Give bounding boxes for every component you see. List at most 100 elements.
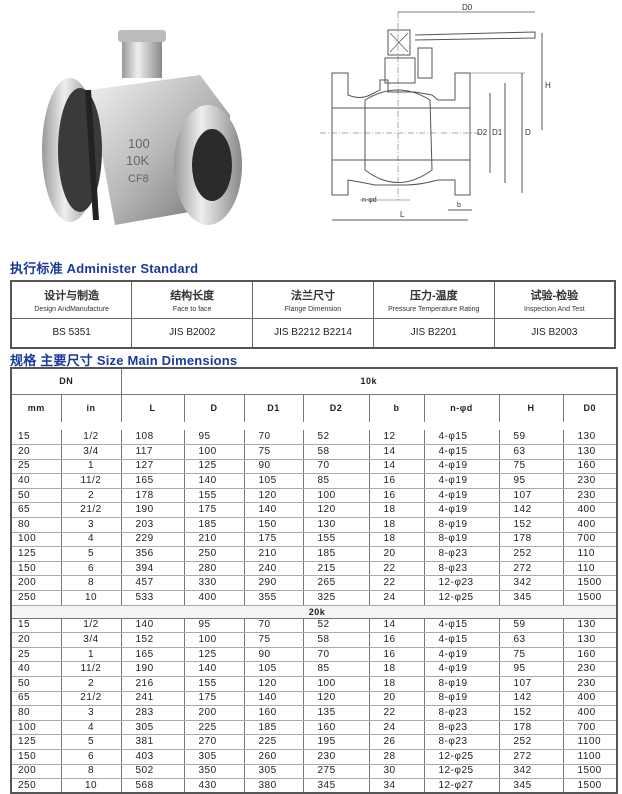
table-cell: 14 bbox=[368, 444, 424, 460]
table-cell: 52 bbox=[302, 618, 369, 634]
column-header: mm bbox=[10, 394, 61, 422]
table-cell: 65 bbox=[10, 502, 61, 519]
table-cell: 108 bbox=[120, 430, 184, 446]
table-cell: 305 bbox=[183, 749, 244, 765]
table-cell: 3/4 bbox=[60, 444, 121, 460]
table-cell: 95 bbox=[183, 430, 244, 446]
table-cell: 210 bbox=[243, 546, 303, 562]
dim-label-l: L bbox=[400, 210, 405, 219]
table-cell: 12-φ25 bbox=[423, 764, 499, 780]
table-cell: 215 bbox=[302, 561, 369, 577]
table-cell: 107 bbox=[498, 676, 563, 692]
table-cell: 85 bbox=[302, 473, 369, 489]
table-cell: 100 bbox=[10, 720, 61, 736]
table-cell: 356 bbox=[120, 546, 184, 562]
table-cell: 175 bbox=[183, 502, 244, 519]
table-cell: 25 bbox=[10, 647, 61, 663]
table-cell: 100 bbox=[183, 632, 244, 648]
table-cell: 5 bbox=[60, 734, 121, 750]
table-cell: 12-φ27 bbox=[423, 778, 499, 794]
table-cell: 110 bbox=[562, 561, 618, 577]
table-cell: 6 bbox=[60, 561, 121, 577]
table-cell: 8-φ19 bbox=[423, 691, 499, 707]
table-cell: 8-φ19 bbox=[423, 517, 499, 533]
table-cell: 20 bbox=[10, 632, 61, 648]
table-cell: 59 bbox=[498, 430, 563, 446]
table-cell: 230 bbox=[562, 676, 618, 692]
table-cell: 8 bbox=[60, 764, 121, 780]
table-cell: 250 bbox=[10, 778, 61, 794]
table-cell: 12-φ25 bbox=[423, 749, 499, 765]
table-cell: 342 bbox=[498, 575, 563, 592]
table-cell: 152 bbox=[120, 632, 184, 648]
table-row: 40 11/2 190 140 105 85 18 4-φ19 95 230 bbox=[10, 661, 618, 677]
table-row: 80 3 283 200 160 135 22 8-φ23 152 400 bbox=[10, 705, 618, 721]
table-cell: 185 bbox=[183, 517, 244, 533]
table-cell: 10 bbox=[60, 590, 121, 606]
table-cell: 12 bbox=[368, 430, 424, 446]
table-cell: 270 bbox=[183, 734, 244, 750]
table-cell: 52 bbox=[302, 430, 369, 446]
table-row: 150 6 394 280 240 215 22 8-φ23 272 110 bbox=[10, 561, 618, 577]
table-cell: 280 bbox=[183, 561, 244, 577]
table-row: 50 2 216 155 120 100 18 8-φ19 107 230 bbox=[10, 676, 618, 692]
table-cell: 24 bbox=[368, 720, 424, 736]
standard-section-title: 执行标准 Administer Standard bbox=[10, 261, 199, 276]
table-cell: 65 bbox=[10, 691, 61, 707]
table-cell: 18 bbox=[368, 517, 424, 533]
table-cell: 70 bbox=[302, 647, 369, 663]
table-cell: 8-φ23 bbox=[423, 734, 499, 750]
table-row: 80 3 203 185 150 130 18 8-φ19 152 400 bbox=[10, 517, 618, 533]
standard-header-en: Pressure Temperature Rating bbox=[388, 305, 480, 313]
table-cell: 120 bbox=[243, 488, 303, 504]
table-row: 50 2 178 155 120 100 16 4-φ19 107 230 bbox=[10, 488, 618, 504]
table-cell: 155 bbox=[183, 676, 244, 692]
table-cell: 22 bbox=[368, 575, 424, 592]
table-cell: 11/2 bbox=[60, 661, 121, 677]
table-cell: 230 bbox=[562, 661, 618, 677]
table-cell: 40 bbox=[10, 473, 61, 489]
table-cell: 120 bbox=[302, 691, 369, 707]
table-row: 250 10 568 430 380 345 34 12-φ27 345 1500 bbox=[10, 778, 618, 794]
table-cell: 1500 bbox=[562, 575, 618, 592]
table-cell: 160 bbox=[243, 705, 303, 721]
table-cell: 140 bbox=[120, 618, 184, 634]
column-header: H bbox=[498, 394, 563, 422]
table-cell: 178 bbox=[120, 488, 184, 504]
table-cell: 225 bbox=[243, 734, 303, 750]
table-cell: 90 bbox=[243, 459, 303, 475]
body-marking: 10K bbox=[126, 153, 149, 168]
table-cell: 75 bbox=[243, 444, 303, 460]
dn-header: DN bbox=[10, 368, 121, 395]
table-cell: 305 bbox=[243, 764, 303, 780]
table-cell: 275 bbox=[302, 764, 369, 780]
table-cell: 20 bbox=[368, 546, 424, 562]
valve-dimension-drawing: D0 D D1 D2 H n-φd b L bbox=[320, 3, 551, 221]
table-cell: 155 bbox=[302, 532, 369, 548]
table-cell: 100 bbox=[10, 532, 61, 548]
table-cell: 265 bbox=[302, 575, 369, 592]
table-cell: 130 bbox=[562, 444, 618, 460]
table-cell: 152 bbox=[498, 517, 563, 533]
table-cell: 140 bbox=[243, 502, 303, 519]
table-row: 200 8 457 330 290 265 22 12-φ23 342 1500 bbox=[10, 575, 618, 592]
column-header: L bbox=[120, 394, 184, 422]
table-cell: 1100 bbox=[562, 749, 618, 765]
table-cell: 40 bbox=[10, 661, 61, 677]
table-row: 125 5 381 270 225 195 26 8-φ23 252 1100 bbox=[10, 734, 618, 750]
table-cell: 16 bbox=[368, 647, 424, 663]
table-cell: 63 bbox=[498, 444, 563, 460]
table-cell: 2 bbox=[60, 488, 121, 504]
column-header: in bbox=[60, 394, 121, 422]
table-cell: 24 bbox=[368, 590, 424, 606]
table-cell: 16 bbox=[368, 488, 424, 504]
table-cell: 80 bbox=[10, 705, 61, 721]
standard-header-cell: 试验-检验 Inspection And Test bbox=[493, 280, 616, 319]
table-cell: 34 bbox=[368, 778, 424, 794]
table-cell: 117 bbox=[120, 444, 184, 460]
standard-header-cell: 压力-温度 Pressure Temperature Rating bbox=[372, 280, 495, 319]
table-cell: 230 bbox=[562, 488, 618, 504]
table-cell: 85 bbox=[302, 661, 369, 677]
table-cell: 200 bbox=[183, 705, 244, 721]
table-row: 15 1/2 108 95 70 52 12 4-φ15 59 130 bbox=[10, 430, 618, 446]
